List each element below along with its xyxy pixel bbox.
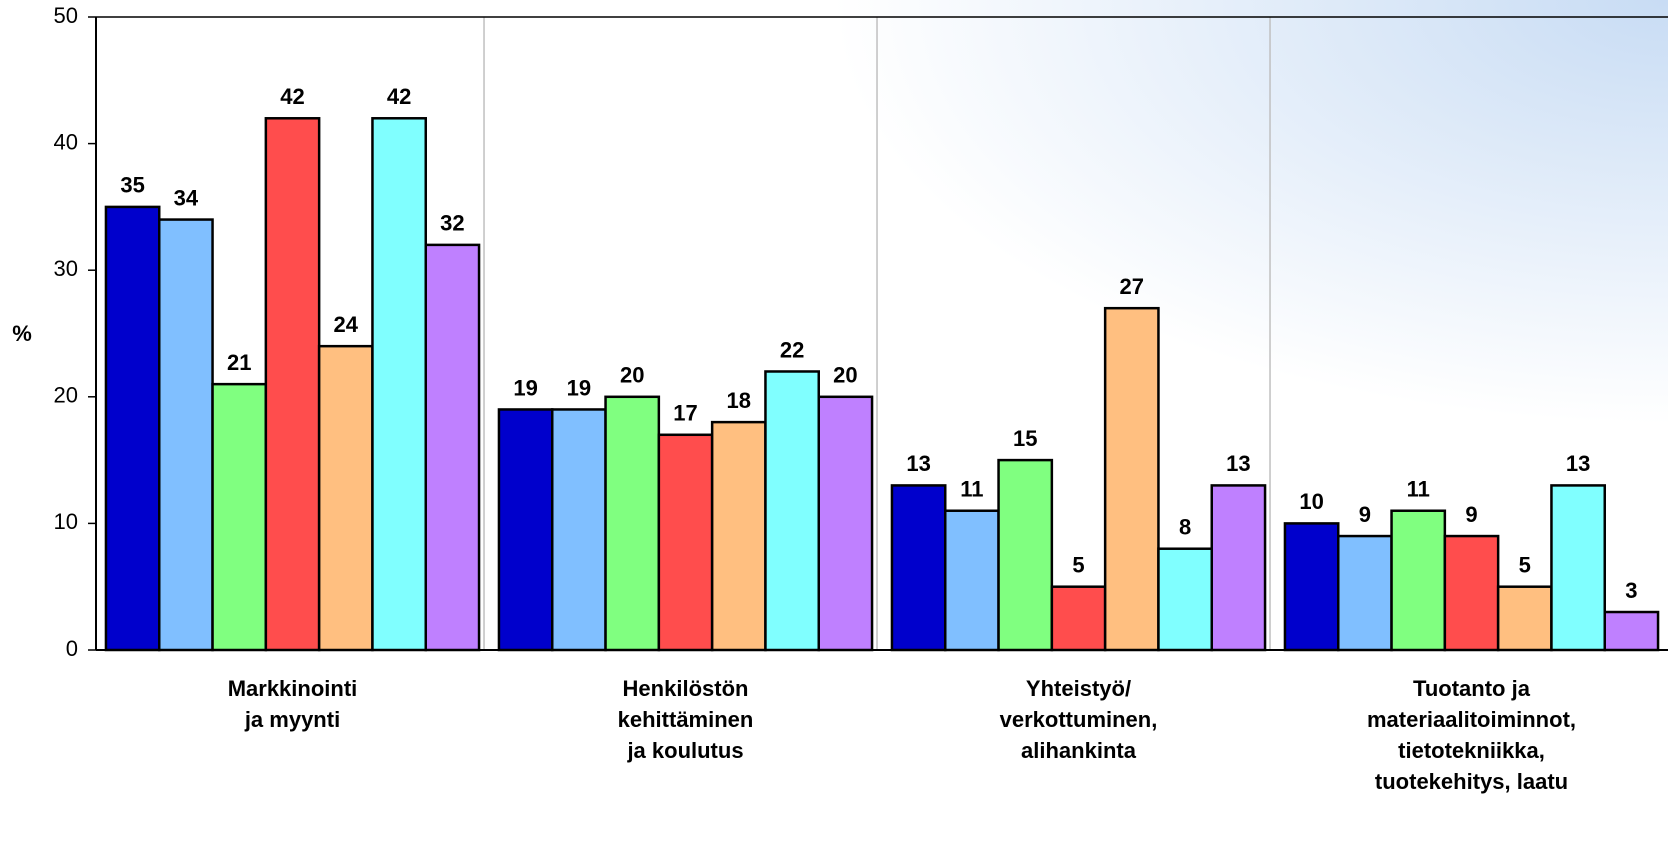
- bar: [944, 509, 1000, 652]
- value-label: 22: [780, 337, 804, 362]
- bar: [1550, 484, 1606, 652]
- bar: [1496, 585, 1553, 652]
- bar: [317, 344, 374, 652]
- bar: [764, 370, 821, 652]
- bar: [1103, 306, 1160, 652]
- value-label: 5: [1072, 553, 1084, 578]
- value-label: 11: [960, 477, 983, 502]
- value-label: 35: [120, 173, 144, 198]
- bar: [997, 458, 1054, 652]
- bar: [1283, 522, 1340, 652]
- y-tick-label: 40: [54, 129, 78, 154]
- value-label: 3: [1625, 578, 1637, 603]
- value-label: 13: [1226, 451, 1250, 476]
- bar: [211, 382, 268, 652]
- x-tick-label: Tuotanto ja materiaalitoiminnot, tietotekn…: [1367, 676, 1576, 794]
- bar: [657, 433, 714, 652]
- bar: [1157, 547, 1213, 652]
- value-label: 34: [174, 185, 199, 210]
- value-label: 8: [1179, 515, 1191, 540]
- value-label: 18: [727, 388, 751, 413]
- bar: [104, 205, 161, 652]
- value-label: 15: [1013, 426, 1037, 451]
- bar: [1443, 534, 1500, 652]
- bar: [1210, 484, 1267, 652]
- x-tick-label: Markkinointi ja myynti: [228, 676, 358, 732]
- value-label: 19: [513, 375, 537, 400]
- value-label: 20: [833, 363, 857, 388]
- y-tick-label: 10: [54, 509, 78, 534]
- bar: [710, 420, 767, 652]
- bar: [158, 218, 214, 652]
- y-tick-label: 50: [54, 3, 78, 28]
- value-label: 27: [1120, 274, 1144, 299]
- bar: [497, 408, 554, 652]
- value-label: 42: [387, 84, 411, 109]
- bar: [1337, 534, 1393, 652]
- value-label: 19: [567, 375, 591, 400]
- bar: [1050, 585, 1107, 652]
- value-label: 42: [280, 84, 304, 109]
- value-label: 9: [1465, 502, 1477, 527]
- value-label: 10: [1299, 489, 1323, 514]
- bar: [264, 117, 321, 652]
- y-tick-label: 0: [66, 636, 78, 661]
- x-tick-label: Yhteistyö/verkottuminen, alihankinta: [1000, 676, 1158, 763]
- bar: [817, 395, 874, 652]
- bar: [371, 117, 428, 652]
- y-axis-label: %: [12, 321, 32, 346]
- value-label: 32: [440, 211, 464, 236]
- x-tick-label: Henkilöstön kehittäminen ja koulutus: [618, 676, 754, 763]
- bar: [551, 408, 607, 652]
- value-label: 9: [1359, 502, 1371, 527]
- bar: [890, 484, 947, 652]
- value-label: 13: [1566, 451, 1590, 476]
- value-label: 11: [1407, 477, 1430, 502]
- value-label: 20: [620, 363, 644, 388]
- bar: [1603, 610, 1660, 652]
- value-label: 13: [906, 451, 930, 476]
- bar: [424, 243, 481, 652]
- value-label: 5: [1519, 553, 1531, 578]
- bar: [604, 395, 661, 652]
- y-tick-label: 30: [54, 256, 78, 281]
- value-label: 17: [673, 401, 697, 426]
- value-label: 21: [227, 350, 251, 375]
- value-label: 24: [334, 312, 359, 337]
- y-tick-label: 20: [54, 383, 78, 408]
- bar: [1390, 509, 1447, 652]
